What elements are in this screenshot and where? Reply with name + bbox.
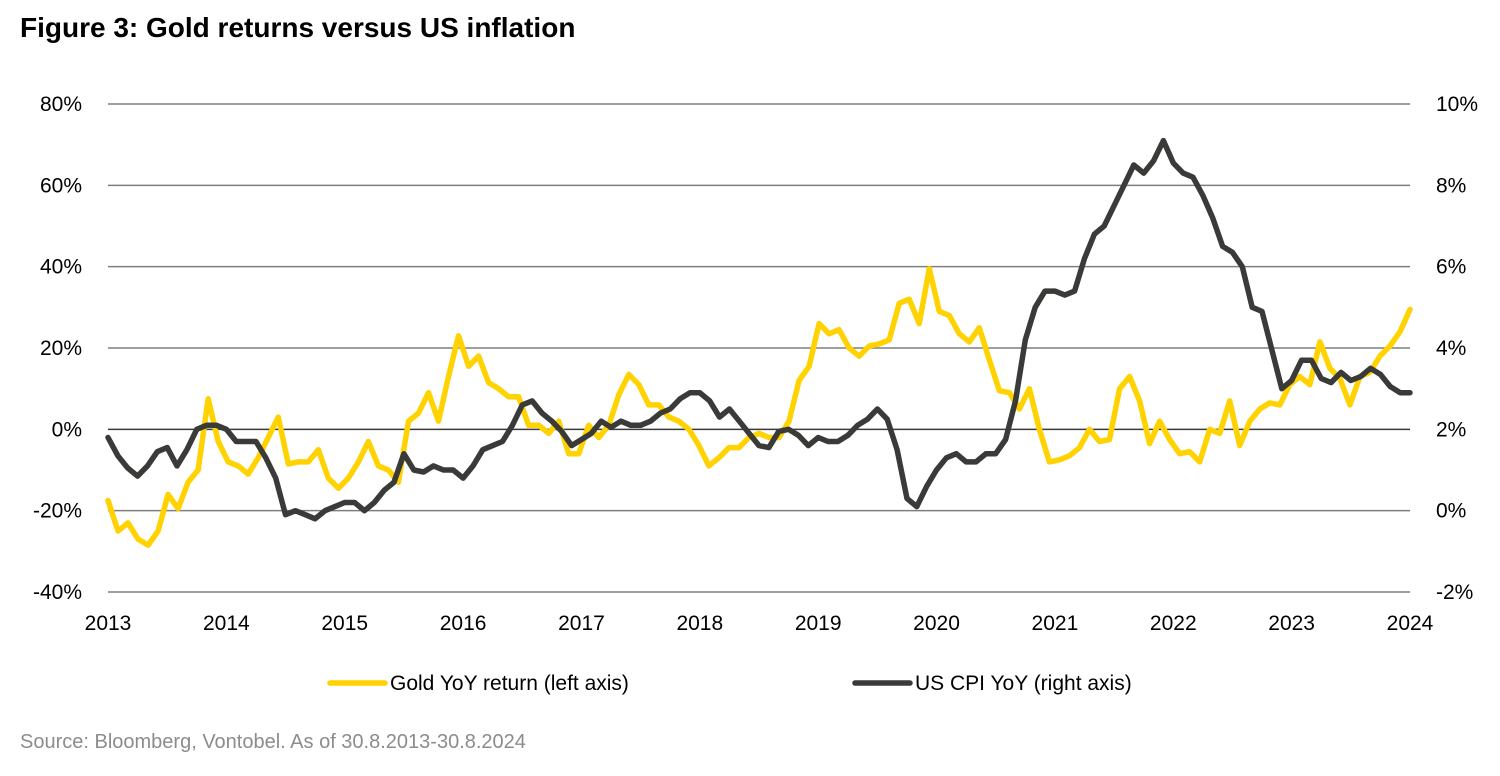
x-axis-tick-label: 2019	[795, 612, 842, 635]
us-cpi-line	[105, 137, 1413, 522]
legend-label: Gold YoY return (left axis)	[390, 672, 629, 695]
left-axis-tick-label: -40%	[33, 581, 82, 604]
x-axis-tick-label: 2013	[85, 612, 132, 635]
x-axis-tick-label: 2015	[321, 612, 368, 635]
right-axis-tick-label: 8%	[1436, 174, 1466, 197]
legend-label: US CPI YoY (right axis)	[915, 672, 1132, 695]
chart-title: Figure 3: Gold returns versus US inflati…	[20, 12, 576, 43]
right-axis-tick-label: -2%	[1436, 581, 1473, 604]
left-axis-tick-label: 20%	[40, 337, 82, 360]
x-axis-tick-label: 2021	[1032, 612, 1079, 635]
x-axis-tick-label: 2018	[676, 612, 723, 635]
left-axis-tick-label: -20%	[33, 500, 82, 523]
right-axis-tick-label: 6%	[1436, 256, 1466, 279]
source-note: Source: Bloomberg, Vontobel. As of 30.8.…	[20, 731, 526, 753]
x-axis-tick-label: 2024	[1387, 612, 1434, 635]
x-axis-tick-label: 2014	[203, 612, 250, 635]
x-axis-tick-label: 2020	[913, 612, 960, 635]
x-axis-tick-label: 2023	[1268, 612, 1315, 635]
right-axis-tick-label: 4%	[1436, 337, 1466, 360]
left-axis-tick-label: 80%	[40, 93, 82, 116]
gold-return-line	[105, 265, 1413, 548]
x-axis-tick-label: 2022	[1150, 612, 1197, 635]
left-axis-tick-label: 0%	[52, 418, 82, 441]
x-axis-tick-label: 2016	[440, 612, 487, 635]
right-axis-tick-label: 0%	[1436, 500, 1466, 523]
x-axis-tick-label: 2017	[558, 612, 605, 635]
right-axis-tick-label: 10%	[1436, 93, 1478, 116]
right-axis-tick-label: 2%	[1436, 418, 1466, 441]
left-axis-tick-label: 40%	[40, 256, 82, 279]
left-axis-tick-label: 60%	[40, 174, 82, 197]
